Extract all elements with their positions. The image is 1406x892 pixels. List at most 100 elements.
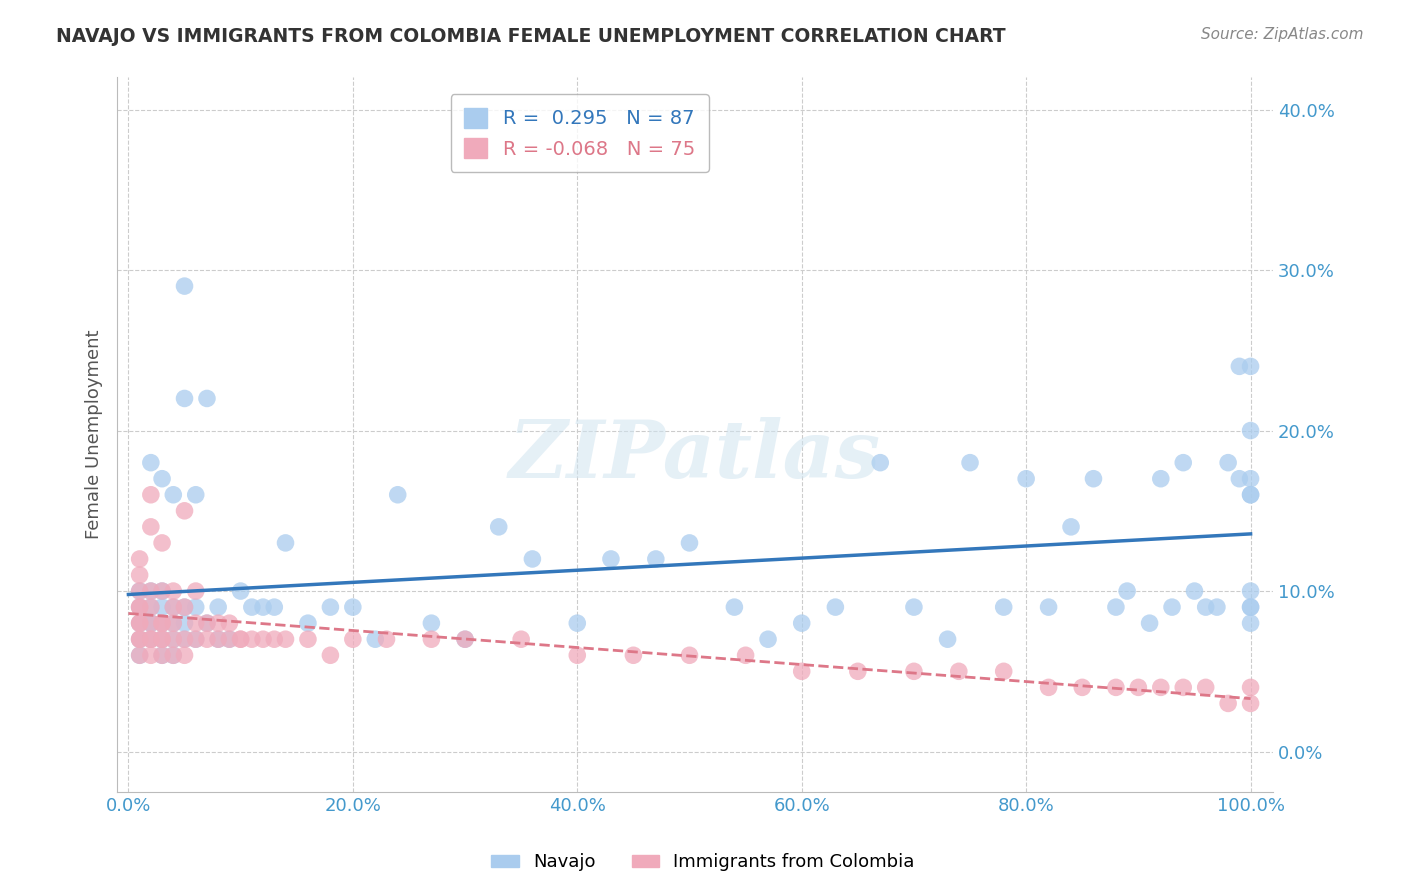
Point bbox=[1083, 472, 1105, 486]
Point bbox=[150, 584, 173, 599]
Point bbox=[342, 600, 364, 615]
Point bbox=[173, 648, 195, 663]
Point bbox=[128, 632, 150, 647]
Point bbox=[162, 632, 184, 647]
Point bbox=[173, 600, 195, 615]
Point bbox=[229, 632, 252, 647]
Point bbox=[1161, 600, 1184, 615]
Point bbox=[162, 648, 184, 663]
Point bbox=[173, 504, 195, 518]
Point bbox=[993, 600, 1015, 615]
Point bbox=[734, 648, 756, 663]
Point bbox=[218, 632, 240, 647]
Point bbox=[240, 632, 263, 647]
Point bbox=[1150, 472, 1173, 486]
Point bbox=[454, 632, 477, 647]
Point bbox=[150, 616, 173, 631]
Point bbox=[150, 632, 173, 647]
Point bbox=[1184, 584, 1206, 599]
Point bbox=[510, 632, 533, 647]
Point bbox=[162, 584, 184, 599]
Point bbox=[184, 632, 207, 647]
Point bbox=[128, 568, 150, 582]
Point bbox=[150, 472, 173, 486]
Point bbox=[150, 632, 173, 647]
Point bbox=[252, 632, 274, 647]
Point bbox=[162, 600, 184, 615]
Point bbox=[150, 584, 173, 599]
Point bbox=[678, 536, 700, 550]
Point bbox=[128, 600, 150, 615]
Point bbox=[150, 616, 173, 631]
Point bbox=[139, 632, 162, 647]
Point bbox=[869, 456, 891, 470]
Point bbox=[128, 632, 150, 647]
Point bbox=[1038, 600, 1060, 615]
Point bbox=[195, 616, 218, 631]
Point bbox=[139, 648, 162, 663]
Point bbox=[1227, 359, 1250, 374]
Point bbox=[567, 648, 589, 663]
Point bbox=[207, 616, 229, 631]
Point bbox=[218, 616, 240, 631]
Point bbox=[420, 632, 443, 647]
Text: Source: ZipAtlas.com: Source: ZipAtlas.com bbox=[1201, 27, 1364, 42]
Point bbox=[162, 632, 184, 647]
Point bbox=[128, 600, 150, 615]
Point bbox=[139, 632, 162, 647]
Point bbox=[162, 616, 184, 631]
Point bbox=[139, 600, 162, 615]
Point bbox=[1173, 456, 1195, 470]
Point bbox=[1239, 488, 1261, 502]
Point bbox=[1239, 600, 1261, 615]
Point bbox=[903, 600, 925, 615]
Point bbox=[207, 600, 229, 615]
Point bbox=[274, 632, 297, 647]
Point bbox=[1139, 616, 1161, 631]
Legend: Navajo, Immigrants from Colombia: Navajo, Immigrants from Colombia bbox=[484, 847, 922, 879]
Point bbox=[1195, 600, 1218, 615]
Point bbox=[139, 584, 162, 599]
Point bbox=[364, 632, 387, 647]
Point bbox=[139, 616, 162, 631]
Point bbox=[195, 632, 218, 647]
Point bbox=[959, 456, 981, 470]
Point bbox=[128, 632, 150, 647]
Point bbox=[229, 584, 252, 599]
Point bbox=[644, 552, 666, 566]
Point bbox=[756, 632, 779, 647]
Point bbox=[207, 632, 229, 647]
Point bbox=[218, 632, 240, 647]
Point bbox=[263, 600, 285, 615]
Point bbox=[139, 488, 162, 502]
Text: ZIPatlas: ZIPatlas bbox=[509, 417, 882, 495]
Point bbox=[1071, 681, 1094, 695]
Point bbox=[162, 648, 184, 663]
Point bbox=[1227, 472, 1250, 486]
Point bbox=[173, 279, 195, 293]
Point bbox=[387, 488, 409, 502]
Point bbox=[1116, 584, 1139, 599]
Point bbox=[184, 488, 207, 502]
Point bbox=[1239, 424, 1261, 438]
Point bbox=[139, 520, 162, 534]
Point bbox=[128, 648, 150, 663]
Point bbox=[678, 648, 700, 663]
Point bbox=[1195, 681, 1218, 695]
Point bbox=[173, 392, 195, 406]
Point bbox=[1206, 600, 1229, 615]
Point bbox=[1128, 681, 1150, 695]
Point bbox=[128, 584, 150, 599]
Point bbox=[790, 665, 813, 679]
Point bbox=[128, 648, 150, 663]
Point bbox=[139, 616, 162, 631]
Point bbox=[150, 632, 173, 647]
Point bbox=[375, 632, 398, 647]
Point bbox=[454, 632, 477, 647]
Point bbox=[723, 600, 745, 615]
Point bbox=[488, 520, 510, 534]
Point bbox=[319, 648, 342, 663]
Point bbox=[1239, 359, 1261, 374]
Point bbox=[139, 632, 162, 647]
Point bbox=[274, 536, 297, 550]
